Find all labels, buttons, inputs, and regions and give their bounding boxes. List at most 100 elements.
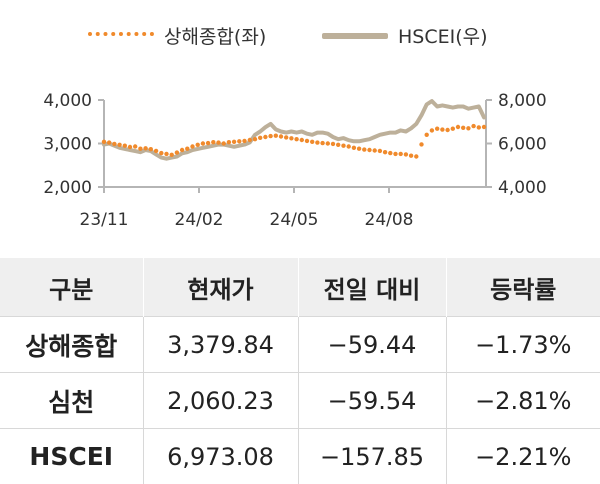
shanghai-point (159, 151, 163, 155)
shanghai-point (425, 133, 429, 137)
shanghai-point (315, 140, 319, 144)
shanghai-series (102, 124, 486, 159)
chart-legend: 상해종합(좌) HSCEI(우) (0, 22, 600, 52)
legend-label-shanghai: 상해종합(좌) (164, 22, 266, 49)
shanghai-point (123, 144, 127, 148)
shanghai-point (128, 145, 132, 149)
shanghai-point (258, 136, 262, 140)
table-row: HSCEI 6,973.08 −157.85 −2.21% (0, 429, 600, 484)
row-price: 3,379.84 (143, 317, 298, 373)
table-row: 심천 2,060.23 −59.54 −2.81% (0, 373, 600, 429)
header-day-change: 전일 대비 (298, 258, 446, 317)
shanghai-point (466, 126, 470, 130)
shanghai-point (268, 134, 272, 138)
shanghai-point (242, 139, 246, 143)
shanghai-point (107, 140, 111, 144)
shanghai-point (185, 147, 189, 151)
header-current-price: 현재가 (143, 258, 298, 317)
legend-label-hscei: HSCEI(우) (398, 22, 488, 49)
row-price: 2,060.23 (143, 373, 298, 429)
shanghai-point (112, 142, 116, 146)
shanghai-point (409, 154, 413, 158)
shanghai-point (196, 143, 200, 147)
row-change: −59.54 (298, 373, 446, 429)
legend-solid-line-swatch (322, 33, 388, 39)
shanghai-point (320, 141, 324, 145)
shanghai-point (445, 128, 449, 132)
index-quote-table: 구분 현재가 전일 대비 등락률 상해종합 3,379.84 −59.44 −1… (0, 258, 600, 484)
shanghai-point (138, 147, 142, 151)
shanghai-point (206, 141, 210, 145)
shanghai-point (471, 124, 475, 128)
right-tick-label: 8,000 (498, 91, 547, 111)
shanghai-point (399, 152, 403, 156)
chart-axes (98, 100, 492, 193)
shanghai-point (279, 134, 283, 138)
table-row: 상해종합 3,379.84 −59.44 −1.73% (0, 317, 600, 373)
shanghai-point (383, 150, 387, 154)
row-rate: −2.21% (446, 429, 600, 484)
shanghai-point (388, 151, 392, 155)
shanghai-point (294, 137, 298, 141)
shanghai-point (352, 146, 356, 150)
shanghai-point (404, 152, 408, 156)
left-tick-label: 3,000 (43, 135, 92, 155)
shanghai-point (227, 140, 231, 144)
shanghai-point (456, 125, 460, 129)
shanghai-point (263, 135, 267, 139)
header-category: 구분 (0, 258, 143, 317)
x-tick-label: 24/08 (365, 210, 414, 230)
row-name: HSCEI (0, 429, 143, 484)
shanghai-point (336, 143, 340, 147)
shanghai-point (289, 136, 293, 140)
shanghai-point (222, 141, 226, 145)
shanghai-point (326, 141, 330, 145)
shanghai-point (347, 144, 351, 148)
shanghai-point (300, 138, 304, 142)
shanghai-point (201, 141, 205, 145)
shanghai-point (440, 127, 444, 131)
shanghai-point (175, 150, 179, 154)
shanghai-point (154, 149, 158, 153)
shanghai-point (143, 146, 147, 150)
shanghai-point (357, 147, 361, 151)
shanghai-point (232, 140, 236, 144)
shanghai-point (451, 127, 455, 131)
row-rate: −2.81% (446, 373, 600, 429)
shanghai-point (102, 140, 106, 144)
row-change: −157.85 (298, 429, 446, 484)
shanghai-point (378, 149, 382, 153)
shanghai-point (373, 148, 377, 152)
shanghai-point (419, 142, 423, 146)
shanghai-point (430, 128, 434, 132)
shanghai-point (305, 139, 309, 143)
left-tick-label: 4,000 (43, 91, 92, 111)
shanghai-point (310, 140, 314, 144)
left-tick-label: 2,000 (43, 178, 92, 198)
right-tick-label: 6,000 (498, 135, 547, 155)
legend-item-shanghai: 상해종합(좌) (88, 22, 266, 49)
shanghai-point (461, 126, 465, 130)
hscei-line (104, 101, 484, 159)
shanghai-point (393, 152, 397, 156)
shanghai-point (164, 152, 168, 156)
shanghai-point (331, 142, 335, 146)
shanghai-point (149, 147, 153, 151)
x-tick-label: 23/11 (80, 210, 129, 230)
shanghai-point (253, 137, 257, 141)
shanghai-point (482, 125, 486, 129)
shanghai-point (180, 148, 184, 152)
row-price: 6,973.08 (143, 429, 298, 484)
shanghai-point (211, 140, 215, 144)
shanghai-point (133, 144, 137, 148)
shanghai-point (477, 125, 481, 129)
shanghai-point (248, 138, 252, 142)
right-tick-label: 4,000 (498, 178, 547, 198)
shanghai-point (414, 154, 418, 158)
shanghai-point (216, 140, 220, 144)
shanghai-point (170, 153, 174, 157)
shanghai-point (435, 127, 439, 131)
hscei-series (104, 101, 484, 159)
